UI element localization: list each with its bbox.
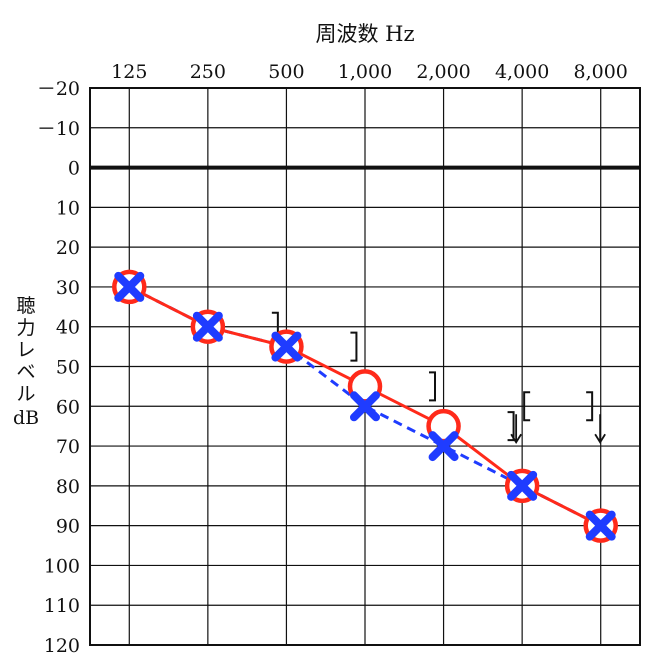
cross-marker bbox=[585, 510, 616, 541]
y-tick-label: 120 bbox=[44, 635, 80, 657]
y-axis-label-char: ベ bbox=[16, 361, 36, 383]
y-tick-labels: －20 －10 0 10 20 30 40 50 60 70 80 90 100 110 120 bbox=[37, 78, 80, 657]
cross-marker bbox=[114, 271, 145, 302]
y-tick-label: 80 bbox=[56, 476, 80, 498]
y-tick-label: －10 bbox=[37, 118, 80, 140]
x-tick-label: 1,000 bbox=[338, 61, 392, 83]
scale-out-arrow bbox=[510, 414, 522, 444]
y-tick-label: 20 bbox=[56, 237, 80, 259]
cross-marker bbox=[428, 431, 459, 462]
series-markers bbox=[112, 269, 618, 543]
chart-grid bbox=[89, 87, 641, 646]
y-axis-label-char: 聴 bbox=[16, 295, 36, 317]
x-tick-label: 2,000 bbox=[416, 61, 470, 83]
y-tick-label: －20 bbox=[37, 78, 80, 100]
y-tick-label: 100 bbox=[44, 555, 80, 577]
y-tick-label: 40 bbox=[56, 317, 80, 339]
y-tick-label: 70 bbox=[56, 436, 80, 458]
y-tick-label: 30 bbox=[56, 277, 80, 299]
cross-marker bbox=[192, 311, 223, 342]
y-axis-label-char: ル bbox=[16, 383, 36, 405]
y-tick-label: 0 bbox=[68, 158, 80, 180]
cross-marker bbox=[271, 331, 302, 362]
y-tick-label: 50 bbox=[56, 357, 80, 379]
scale-out-arrow bbox=[594, 414, 606, 444]
bracket-right bbox=[586, 391, 594, 422]
y-axis-label-unit: dB bbox=[13, 407, 40, 429]
cross-marker bbox=[350, 391, 380, 422]
x-tick-label: 8,000 bbox=[574, 61, 628, 83]
y-axis-label-char: 力 bbox=[16, 317, 36, 339]
bracket-right bbox=[429, 371, 436, 402]
bracket-right bbox=[507, 411, 515, 442]
x-tick-labels: 125 250 500 1,000 2,000 4,000 8,000 bbox=[111, 61, 628, 83]
x-tick-label: 250 bbox=[190, 61, 226, 83]
cross-marker bbox=[507, 470, 538, 501]
x-tick-label: 125 bbox=[111, 61, 147, 83]
x-tick-label: 500 bbox=[268, 61, 304, 83]
bracket-left bbox=[523, 391, 531, 422]
y-tick-label: 90 bbox=[56, 516, 80, 538]
y-axis-label-char: レ bbox=[16, 339, 36, 361]
x-axis-label: 周波数 Hz bbox=[315, 22, 414, 46]
bone-conduction-brackets bbox=[208, 311, 606, 444]
bracket-right bbox=[350, 331, 358, 362]
x-tick-label: 4,000 bbox=[495, 61, 549, 83]
y-tick-label: 110 bbox=[44, 595, 80, 617]
y-tick-label: 60 bbox=[56, 396, 80, 418]
y-tick-label: 10 bbox=[56, 197, 80, 219]
